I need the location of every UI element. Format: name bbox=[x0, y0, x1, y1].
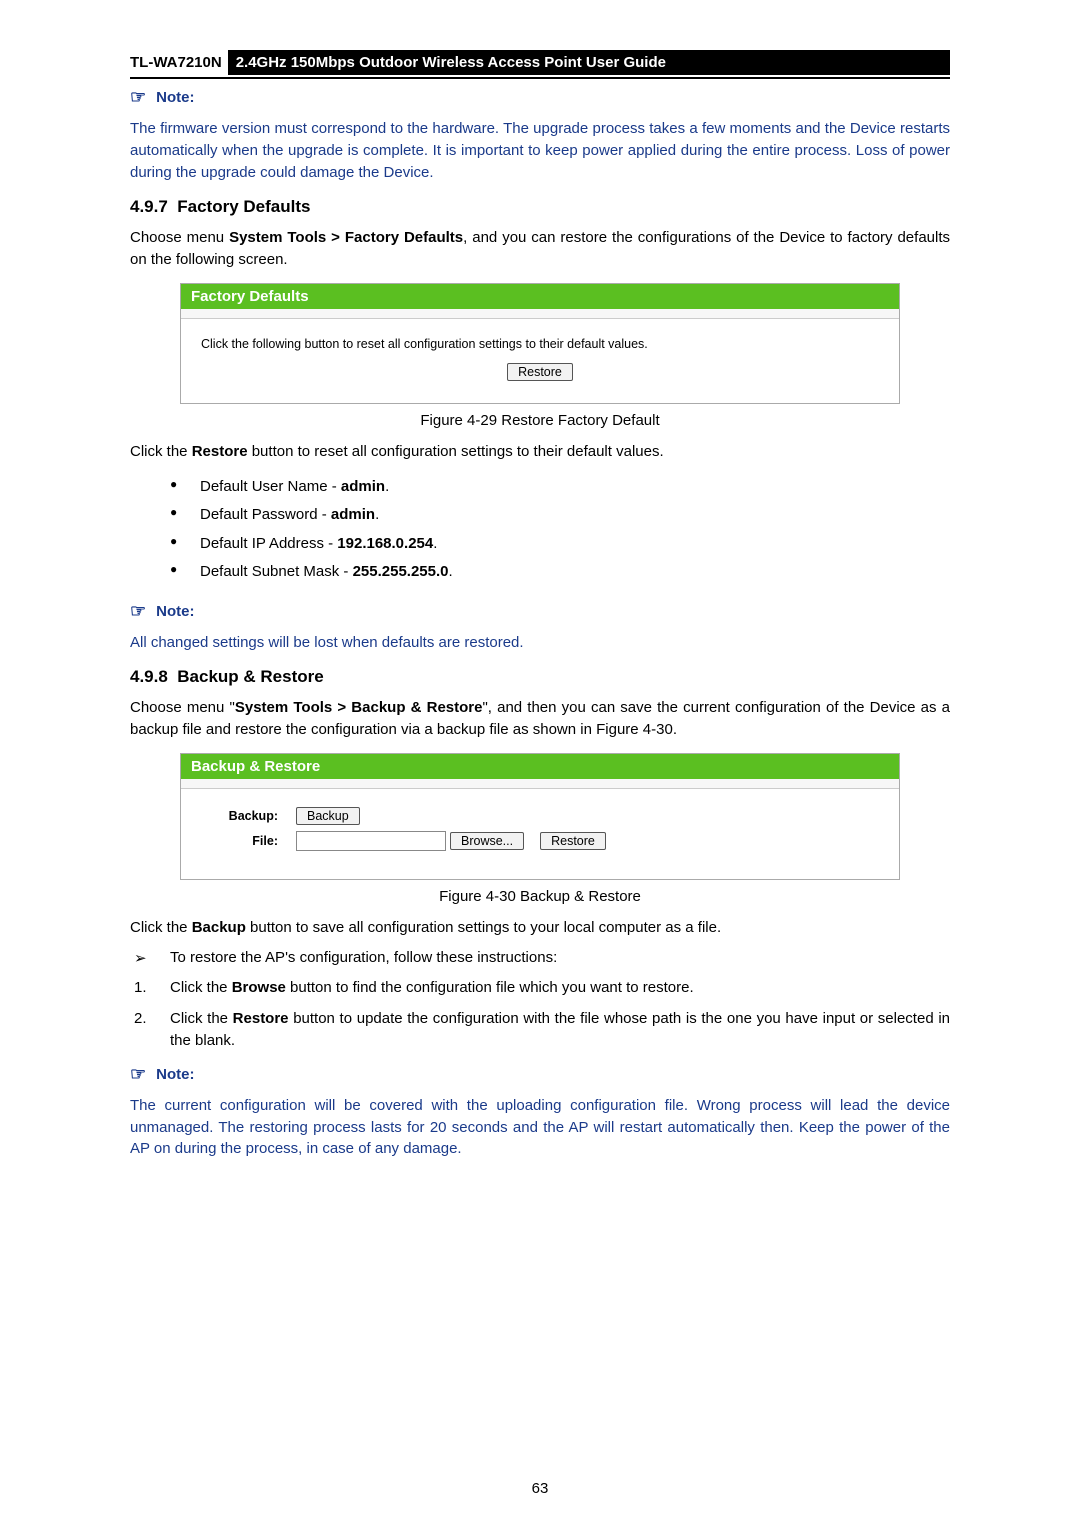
section-498-intro: Choose menu "System Tools > Backup & Res… bbox=[130, 697, 950, 741]
page-header: TL-WA7210N 2.4GHz 150Mbps Outdoor Wirele… bbox=[130, 50, 950, 79]
figure-caption-429: Figure 4-29 Restore Factory Default bbox=[130, 412, 950, 429]
pointing-hand-icon: ☞ bbox=[130, 87, 146, 108]
note-heading: ☞ Note: bbox=[130, 1064, 950, 1085]
factory-defaults-panel: Factory Defaults Click the following but… bbox=[180, 283, 900, 404]
page-number: 63 bbox=[0, 1480, 1080, 1497]
panel-divider bbox=[181, 309, 899, 319]
note-heading: ☞ Note: bbox=[130, 87, 950, 108]
section-heading-497: 4.9.7 Factory Defaults bbox=[130, 197, 950, 217]
pointing-hand-icon: ☞ bbox=[130, 601, 146, 622]
list-item: Default User Name - admin. bbox=[130, 473, 950, 502]
arrow-icon: ➢ bbox=[134, 949, 152, 967]
list-item: Default Subnet Mask - 255.255.255.0. bbox=[130, 558, 950, 587]
list-item: 2. Click the Restore button to update th… bbox=[130, 1008, 950, 1052]
browse-button[interactable]: Browse... bbox=[450, 832, 524, 850]
restore-button[interactable]: Restore bbox=[507, 363, 573, 381]
file-input[interactable] bbox=[296, 831, 446, 851]
panel-instruction: Click the following button to reset all … bbox=[201, 337, 879, 351]
backup-instruction: Click the Backup button to save all conf… bbox=[130, 917, 950, 939]
restore-instruction: Click the Restore button to reset all co… bbox=[130, 441, 950, 463]
restore-instructions-heading: ➢ To restore the AP's configuration, fol… bbox=[130, 949, 950, 967]
defaults-list: Default User Name - admin. Default Passw… bbox=[130, 473, 950, 587]
backup-button[interactable]: Backup bbox=[296, 807, 360, 825]
panel-divider bbox=[181, 779, 899, 789]
file-label: File: bbox=[201, 834, 296, 848]
guide-title: 2.4GHz 150Mbps Outdoor Wireless Access P… bbox=[228, 50, 950, 75]
note-label: Note: bbox=[156, 89, 194, 106]
section-heading-498: 4.9.8 Backup & Restore bbox=[130, 667, 950, 687]
note-heading: ☞ Note: bbox=[130, 601, 950, 622]
backup-restore-panel: Backup & Restore Backup: Backup File: Br… bbox=[180, 753, 900, 880]
restore-steps: 1. Click the Browse button to find the c… bbox=[130, 977, 950, 1052]
note-label: Note: bbox=[156, 603, 194, 620]
note-body: The firmware version must correspond to … bbox=[130, 118, 950, 183]
model-number: TL-WA7210N bbox=[130, 50, 228, 75]
section-497-intro: Choose menu System Tools > Factory Defau… bbox=[130, 227, 950, 271]
note-label: Note: bbox=[156, 1066, 194, 1083]
note-body: The current configuration will be covere… bbox=[130, 1095, 950, 1160]
figure-caption-430: Figure 4-30 Backup & Restore bbox=[130, 888, 950, 905]
pointing-hand-icon: ☞ bbox=[130, 1064, 146, 1085]
panel-title: Factory Defaults bbox=[181, 284, 899, 309]
panel-title: Backup & Restore bbox=[181, 754, 899, 779]
restore-file-button[interactable]: Restore bbox=[540, 832, 606, 850]
list-item: 1. Click the Browse button to find the c… bbox=[130, 977, 950, 999]
list-item: Default Password - admin. bbox=[130, 501, 950, 530]
list-item: Default IP Address - 192.168.0.254. bbox=[130, 530, 950, 559]
note-body: All changed settings will be lost when d… bbox=[130, 632, 950, 654]
backup-label: Backup: bbox=[201, 809, 296, 823]
